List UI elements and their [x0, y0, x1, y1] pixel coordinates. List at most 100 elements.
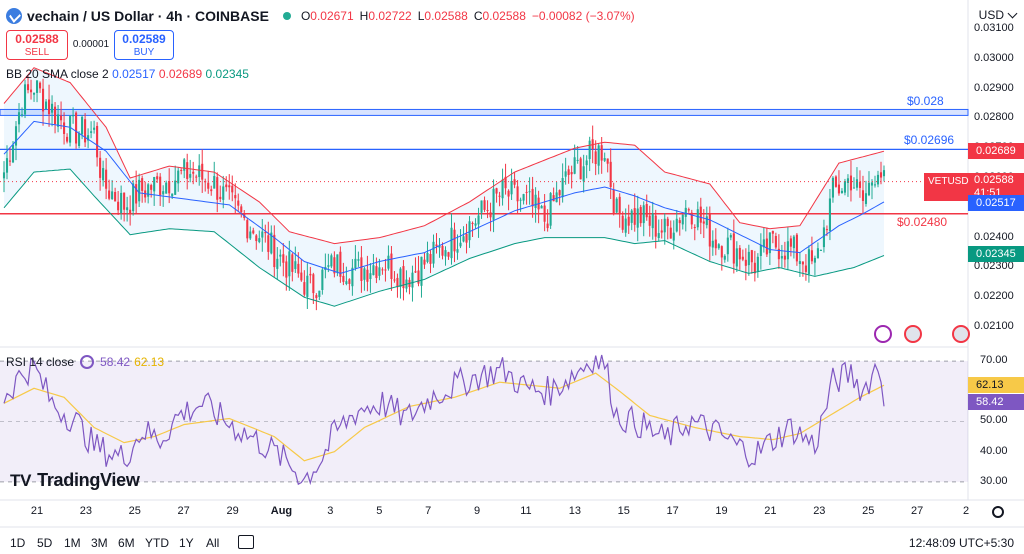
candle-body [282, 254, 285, 263]
time-tick-label: 19 [715, 505, 728, 517]
candle-body [99, 157, 102, 178]
candle-body [447, 252, 450, 257]
tradingview-logo[interactable]: TV TradingView [10, 470, 140, 491]
candle-body [513, 179, 516, 185]
candle-body [315, 295, 318, 298]
candle-body [600, 145, 603, 161]
candle-body [147, 184, 150, 197]
calendar-icon[interactable] [238, 535, 254, 549]
tradingview-mark-icon: TV [10, 470, 32, 490]
candle-body [645, 203, 648, 218]
timeframe-button[interactable]: 1M [64, 536, 81, 550]
rsi-legend[interactable]: RSI 14 close 58.42 62.13 [6, 355, 164, 369]
candle-body [273, 234, 276, 268]
candle-body [612, 189, 615, 214]
candle-body [729, 235, 732, 238]
candle-body [198, 165, 201, 178]
ohlc-low: L0.02588 [417, 9, 468, 23]
candle-body [381, 269, 384, 271]
candle-body [648, 215, 651, 226]
rsi-tick-label: 30.00 [980, 474, 1008, 487]
timeframe-button[interactable]: 1Y [179, 536, 194, 550]
candle-body [768, 232, 771, 254]
candle-body [540, 205, 543, 209]
us-flag-event-icon-2[interactable] [952, 325, 970, 343]
candle-body [129, 209, 132, 214]
sell-button[interactable]: 0.02588 SELL [6, 30, 68, 60]
price-tick-label: 0.02100 [974, 320, 1014, 333]
candle-body [29, 89, 33, 93]
rsi-ma-tag: 62.13 [968, 376, 1024, 393]
timeframe-button[interactable]: 5D [37, 536, 53, 550]
symbol-title[interactable]: vechain / US Dollar · 4h · COINBASE [27, 8, 269, 24]
candle-body [306, 275, 309, 297]
timeframe-button[interactable]: 1D [10, 536, 26, 550]
candle-body [720, 246, 723, 258]
support-level-label: $0.02480 [897, 215, 948, 229]
candle-body [480, 200, 483, 213]
candle-body [843, 181, 847, 193]
candle-body [522, 194, 525, 201]
tradingview-logo-text: TradingView [37, 470, 140, 490]
candle-body [474, 223, 477, 226]
candle-body [459, 242, 462, 247]
candle-body [705, 216, 708, 226]
currency-selector[interactable]: USD [978, 8, 1004, 22]
support-zone-rect [0, 108, 969, 116]
time-tick-label: 25 [862, 505, 875, 517]
candle-body [117, 201, 120, 211]
sell-label: SELL [24, 47, 50, 58]
candle-body [789, 238, 792, 247]
lightning-event-icon[interactable] [874, 325, 892, 343]
candle-body [126, 207, 129, 211]
candle-body [333, 257, 336, 274]
candle-body [26, 84, 30, 91]
timeframe-button[interactable]: YTD [145, 536, 169, 550]
candle-body [726, 237, 729, 255]
candle-body [546, 223, 549, 229]
candle-body [255, 235, 258, 242]
candle-body [684, 207, 687, 217]
timeframe-button[interactable]: All [206, 536, 220, 550]
time-tick-label: 5 [376, 505, 383, 517]
candle-body [630, 210, 633, 223]
us-flag-event-icon[interactable] [904, 325, 922, 343]
candle-body [819, 249, 822, 251]
candle-body [687, 209, 690, 211]
candle-body [621, 215, 624, 230]
candle-body [105, 169, 108, 189]
candle-body [867, 182, 871, 196]
candle-body [237, 200, 240, 206]
buy-button[interactable]: 0.02589 BUY [114, 30, 174, 60]
candle-body [876, 174, 880, 185]
candle-body [663, 218, 666, 233]
candle-body [780, 256, 783, 259]
gear-icon[interactable] [992, 506, 1004, 518]
candle-body [576, 159, 579, 161]
candle-body [207, 182, 210, 189]
candle-body [849, 175, 853, 191]
timeframe-button[interactable]: 3M [91, 536, 108, 550]
candle-body [810, 250, 813, 262]
candle-body [693, 227, 696, 229]
candle-body [549, 193, 552, 226]
candle-body [534, 194, 537, 208]
bb-basis-price-tag: 0.02517 [968, 194, 1024, 211]
candle-body [738, 247, 741, 260]
clock-timezone[interactable]: 12:48:09 UTC+5:30 [908, 536, 1014, 550]
candle-body [69, 115, 72, 143]
bb-lower-line [3, 168, 885, 307]
candle-body [822, 227, 825, 248]
timeframe-button[interactable]: 6M [118, 536, 135, 550]
bb-legend[interactable]: BB 20 SMA close 2 0.02517 0.02689 0.0234… [6, 67, 249, 81]
candle-body [399, 268, 402, 287]
candle-body [228, 185, 231, 188]
candle-body [249, 231, 252, 239]
candle-body [690, 212, 693, 225]
candle-body [609, 161, 612, 188]
candle-body [84, 119, 87, 143]
candle-body [696, 209, 699, 228]
candle-body [651, 213, 654, 229]
